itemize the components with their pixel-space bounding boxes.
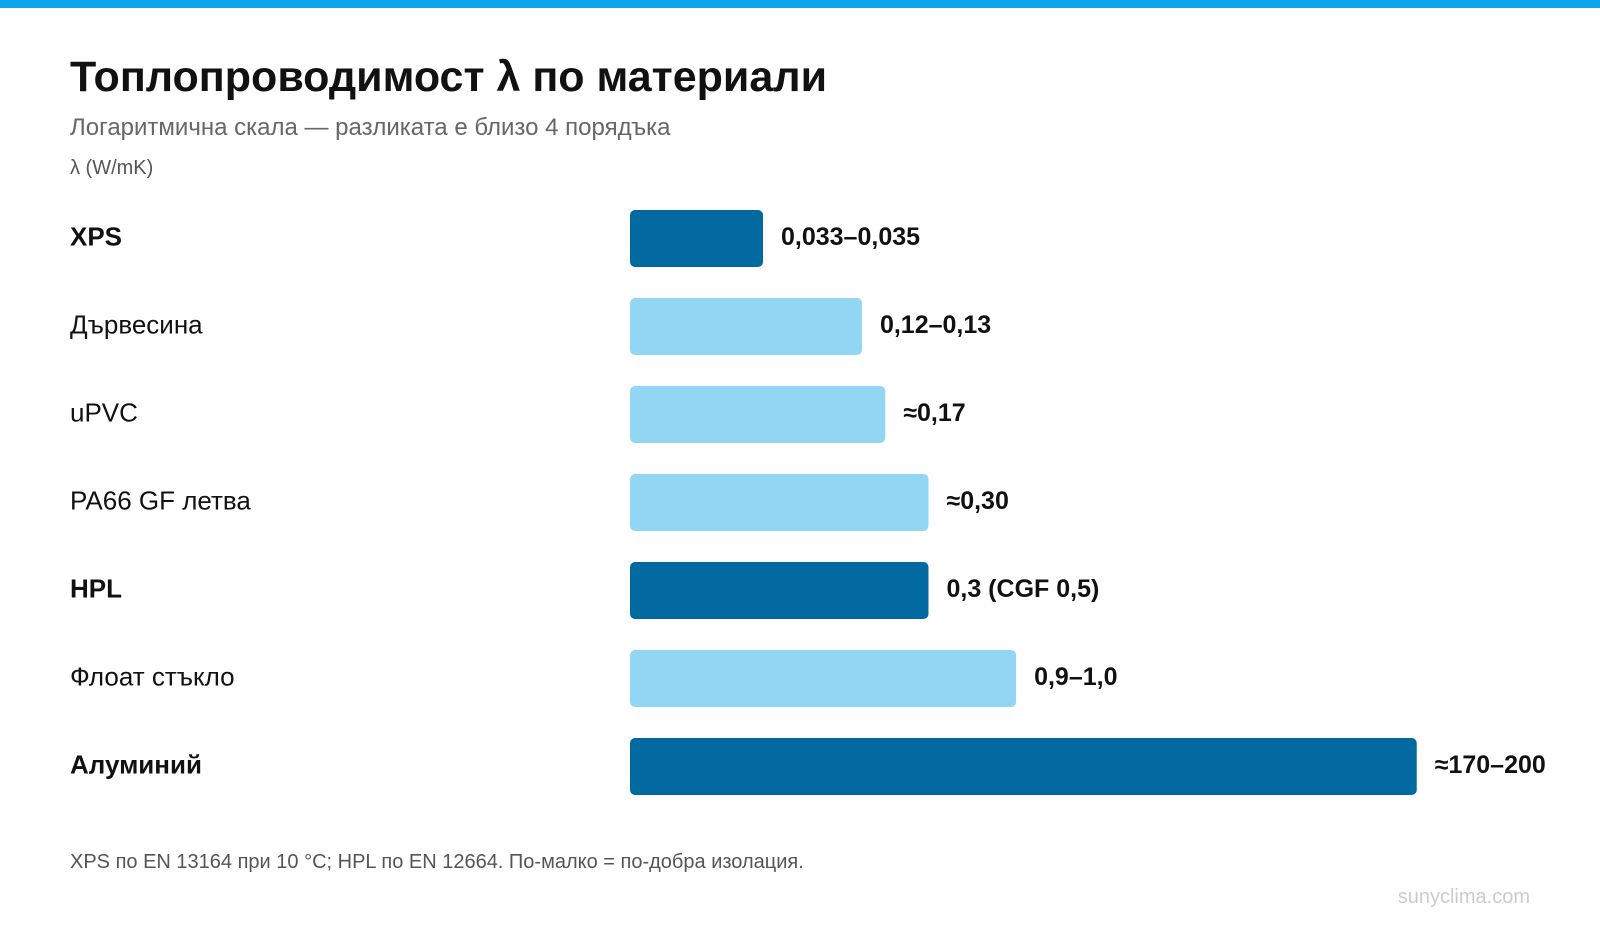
value-label: 0,033–0,035	[781, 223, 920, 251]
value-label: 0,9–1,0	[1034, 663, 1117, 691]
category-label: Флоат стъкло	[70, 661, 235, 691]
bar	[630, 386, 886, 443]
value-label: ≈0,17	[903, 399, 965, 427]
chart-title: Топлопроводимост λ по материали	[70, 53, 828, 101]
watermark: sunyclima.com	[1397, 886, 1530, 908]
bar	[630, 474, 929, 531]
footnote: XPS по EN 13164 при 10 °C; HPL по EN 126…	[70, 851, 804, 873]
value-label: 0,12–0,13	[880, 311, 991, 339]
category-label: PA66 GF летва	[70, 485, 251, 515]
unit-label: λ (W/mK)	[70, 157, 154, 179]
category-label: uPVC	[70, 397, 138, 427]
category-label: XPS	[70, 221, 122, 251]
bar	[630, 650, 1017, 707]
bar	[630, 298, 862, 355]
value-label: 0,3 (CGF 0,5)	[946, 575, 1099, 603]
top-accent-bar	[0, 0, 1600, 8]
category-label: HPL	[70, 573, 122, 603]
category-label: Алуминий	[70, 749, 202, 779]
bar	[630, 562, 929, 619]
category-label: Дървесина	[70, 309, 203, 339]
bar	[630, 738, 1417, 795]
value-label: ≈170–200	[1435, 751, 1546, 779]
value-label: ≈0,30	[946, 487, 1008, 515]
bar	[630, 210, 763, 267]
chart-subtitle: Логаритмична скала — разликата е близо 4…	[70, 114, 671, 141]
